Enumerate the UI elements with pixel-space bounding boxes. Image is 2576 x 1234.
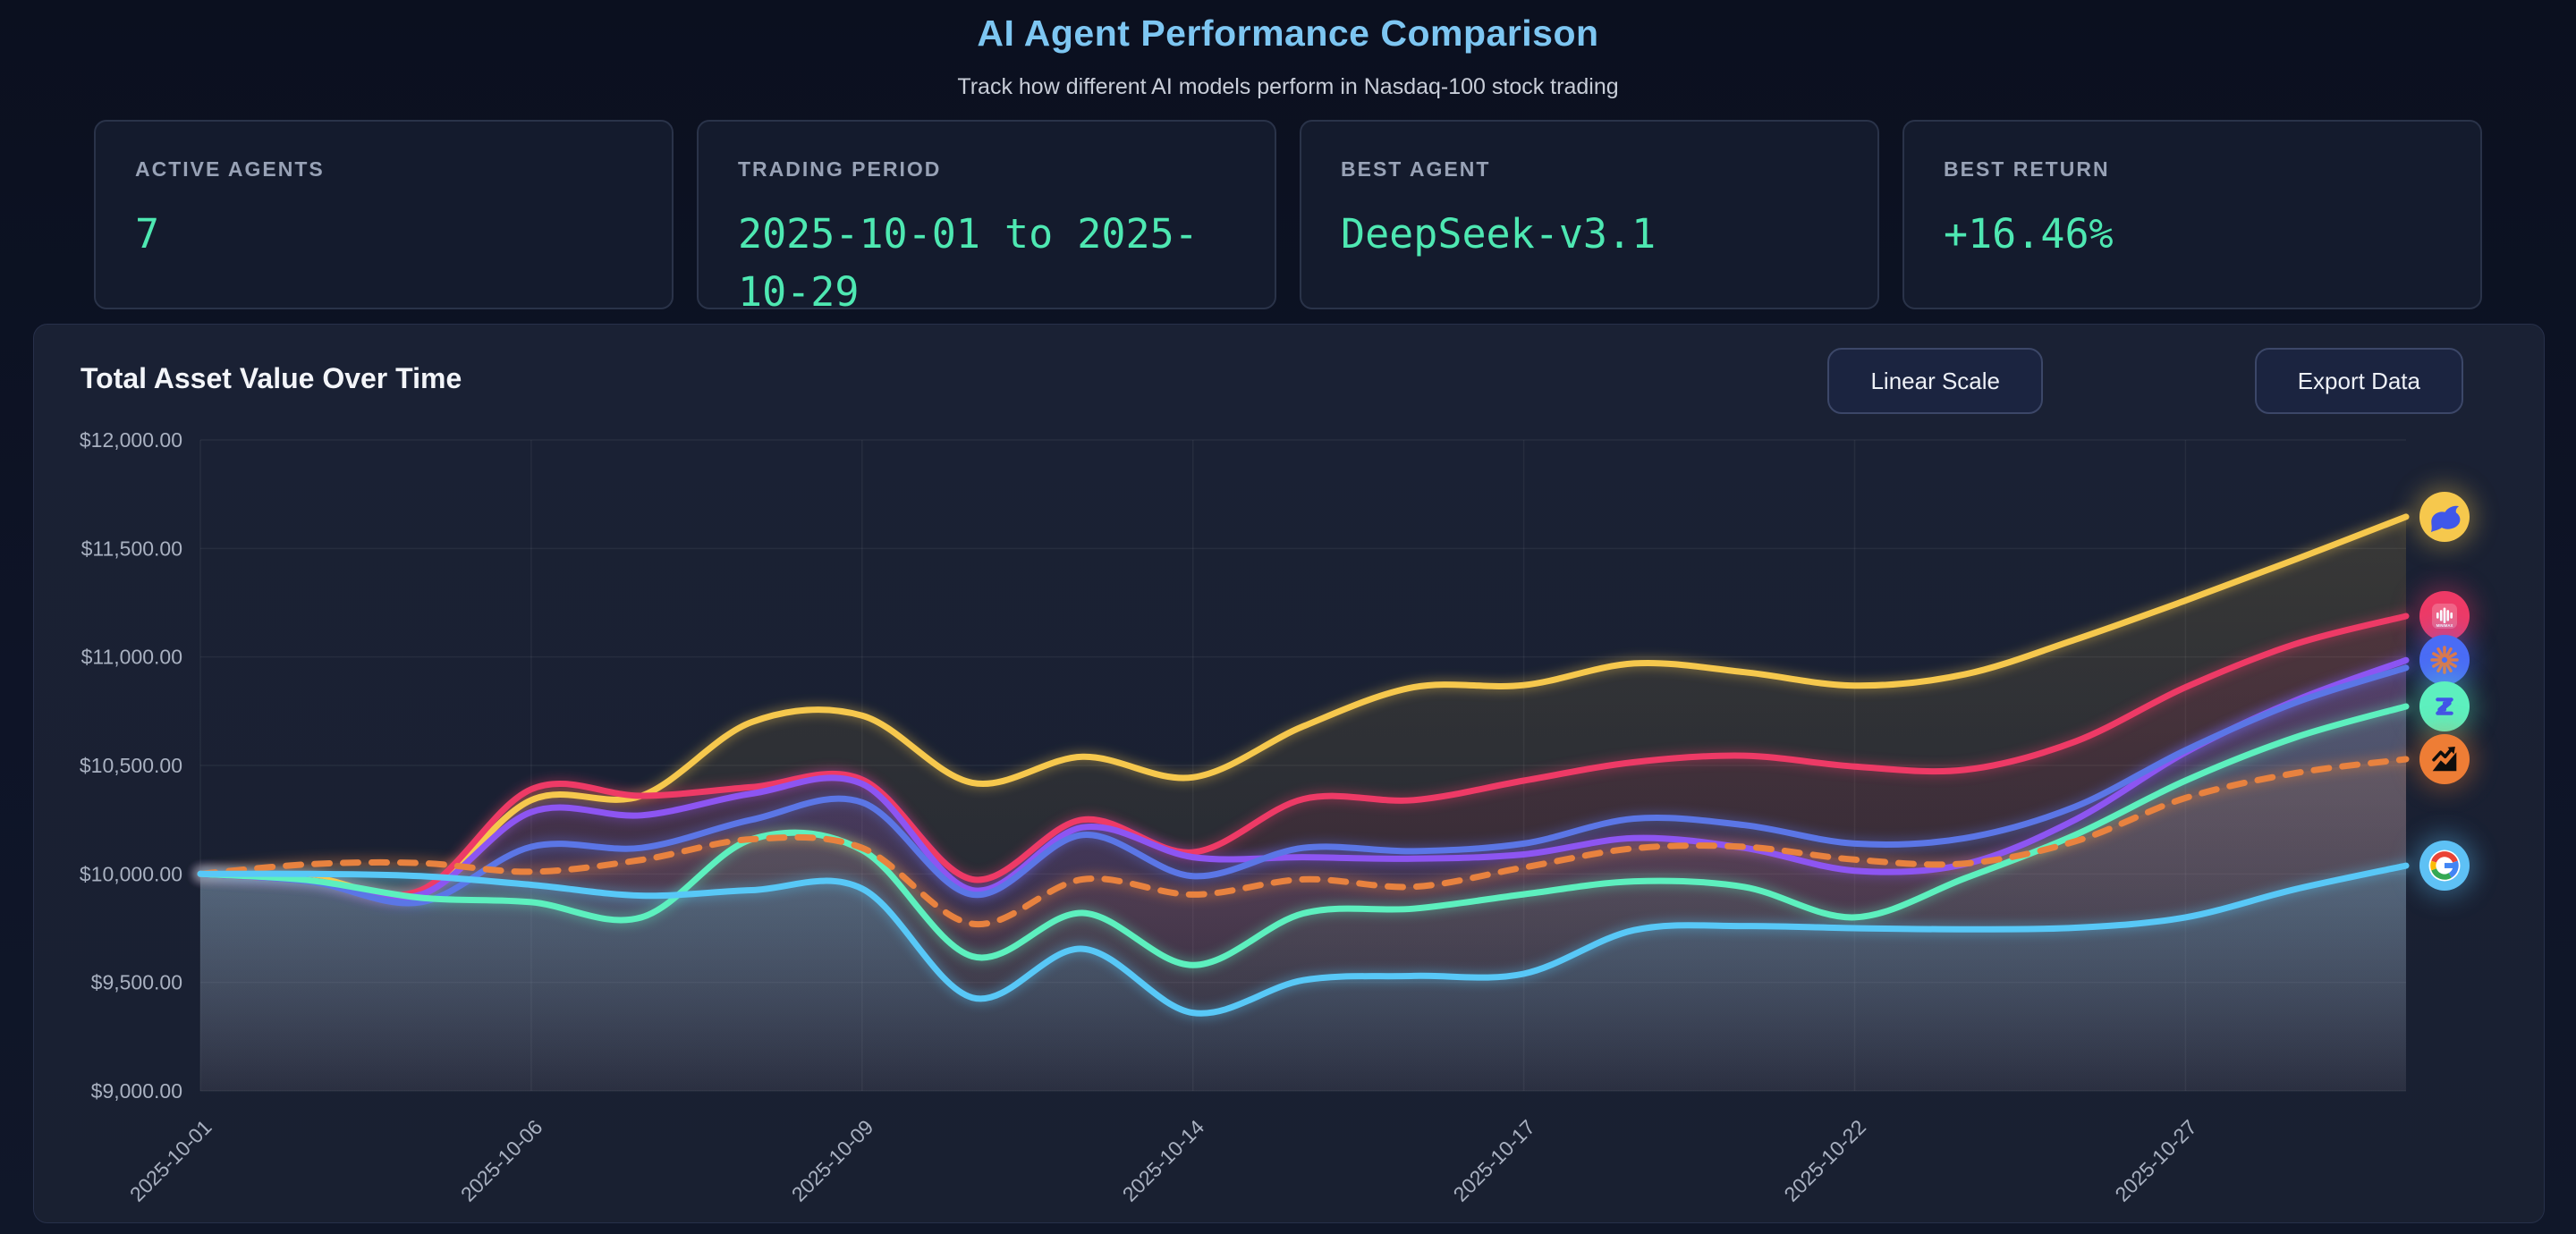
series-line-GLM[interactable]: [197, 703, 2410, 968]
stat-card-trading-period: TRADING PERIOD 2025-10-01 to 2025-10-29: [697, 120, 1276, 316]
stat-card-best-agent: BEST AGENT DeepSeek-v3.1: [1300, 120, 1879, 309]
stat-value: 2025-10-01 to 2025-10-29: [738, 210, 1199, 317]
series-line-benchmark[interactable]: [197, 756, 2410, 928]
x-axis-label: 2025-10-06: [456, 1115, 547, 1206]
stat-label: ACTIVE AGENTS: [135, 157, 325, 181]
agent-avatar-minimax: MINIMAX: [2419, 591, 2470, 642]
y-axis-label: $12,000.00: [80, 428, 182, 452]
agent-avatar-google-g: [2419, 841, 2470, 892]
page-header: AI Agent Performance Comparison Track ho…: [0, 0, 2576, 100]
series-line-agent-indigo[interactable]: [197, 664, 2410, 907]
stat-value: 7: [135, 210, 160, 258]
stat-label: BEST AGENT: [1341, 157, 1491, 181]
minimax-logo-icon: MINIMAX: [2432, 604, 2457, 630]
chart-title: Total Asset Value Over Time: [80, 362, 462, 394]
deepseek-whale-icon: [2430, 505, 2461, 532]
stat-value: DeepSeek-v3.1: [1341, 210, 1657, 258]
x-axis-label: 2025-10-09: [787, 1115, 878, 1206]
agent-avatar-chart-up: [2419, 733, 2470, 784]
linear-scale-button[interactable]: Linear Scale: [1827, 348, 2043, 414]
stat-card-active-agents: ACTIVE AGENTS 7: [94, 120, 674, 309]
svg-text:MINIMAX: MINIMAX: [2436, 623, 2453, 628]
y-axis-label: $10,500.00: [80, 754, 182, 777]
y-axis-label: $11,000.00: [81, 646, 182, 669]
agent-avatar-glm: [2419, 680, 2470, 731]
y-axis-label: $11,500.00: [81, 537, 182, 560]
x-axis-label: 2025-10-14: [1118, 1115, 1209, 1206]
x-axis-label: 2025-10-01: [125, 1115, 216, 1206]
stat-value: +16.46%: [1944, 210, 2114, 258]
series-line-Gemini[interactable]: [197, 862, 2410, 1017]
chart-up-icon: [2432, 746, 2457, 772]
page-subtitle: Track how different AI models perform in…: [957, 74, 1619, 99]
x-axis-label: 2025-10-22: [1779, 1115, 1870, 1206]
y-axis-label: $9,500.00: [91, 971, 182, 994]
export-data-button[interactable]: Export Data: [2254, 348, 2463, 414]
stat-card-best-return: BEST RETURN +16.46%: [1902, 120, 2482, 309]
series-line-DeepSeek-v3.1[interactable]: [197, 513, 2410, 900]
y-axis-label: $10,000.00: [80, 862, 182, 885]
series-line-agent-violet[interactable]: [197, 656, 2410, 901]
page-title: AI Agent Performance Comparison: [977, 13, 1599, 54]
agent-avatar-deepseek-whale: [2419, 491, 2470, 542]
series-line-MiniMax[interactable]: [197, 613, 2410, 899]
series-area-Gemini: [200, 866, 2406, 1091]
starburst-icon: [2430, 646, 2459, 675]
x-axis-label: 2025-10-17: [1449, 1115, 1540, 1206]
stat-label: TRADING PERIOD: [738, 157, 942, 181]
x-axis-label: 2025-10-27: [2110, 1115, 2201, 1206]
agent-avatar-claude-starburst: [2419, 635, 2470, 686]
google-g-icon: [2428, 849, 2461, 882]
y-axis-label: $9,000.00: [91, 1079, 182, 1103]
glm-logo-icon: [2436, 697, 2453, 715]
stat-label: BEST RETURN: [1944, 157, 2110, 181]
